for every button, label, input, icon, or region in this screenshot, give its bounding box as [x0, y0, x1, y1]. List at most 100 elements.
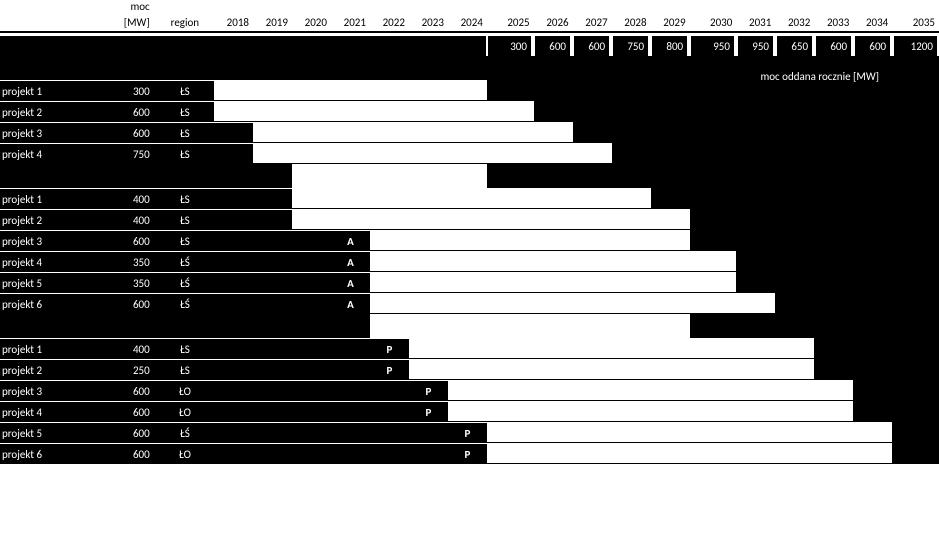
gantt-cell: [253, 443, 292, 464]
gantt-cell: [573, 272, 612, 293]
gantt-marker: A: [331, 230, 370, 251]
gantt-cell: [775, 443, 814, 464]
gantt-cell: [853, 143, 892, 164]
gantt-cell: [573, 122, 612, 143]
gantt-cell: [775, 209, 814, 230]
project-region: ŁŚ: [156, 272, 214, 293]
header-year-2024: 2024: [448, 13, 487, 31]
annual-value-2026: 600: [533, 36, 572, 56]
gantt-cell: [690, 338, 737, 359]
gantt-cell: [448, 188, 487, 209]
gantt-cell: [448, 338, 487, 359]
gantt-cell: [253, 293, 292, 314]
gantt-cell: [370, 251, 409, 272]
project-name: projekt 5: [0, 422, 97, 443]
gantt-cell: [892, 188, 939, 209]
blank: [0, 0, 97, 13]
blank: [534, 0, 573, 13]
blank: [369, 36, 408, 56]
gantt-cell: [331, 443, 370, 464]
project-row: projekt 4750ŁS: [0, 143, 939, 164]
gantt-cell: [534, 188, 573, 209]
blank: [253, 0, 292, 13]
gantt-cell: [370, 209, 409, 230]
header-year-2023: 2023: [409, 13, 448, 31]
gantt-cell: [409, 80, 448, 101]
project-name: projekt 3: [0, 230, 97, 251]
project-region: ŁO: [156, 401, 214, 422]
gantt-cell: [814, 80, 853, 101]
gantt-cell: [853, 251, 892, 272]
gantt-cell: [292, 422, 331, 443]
gantt-cell: [448, 122, 487, 143]
gantt-cell: [892, 209, 939, 230]
gantt-cell: [775, 143, 814, 164]
gantt-cell: [448, 143, 487, 164]
gantt-cell: [736, 359, 775, 380]
gantt-cell: [814, 422, 853, 443]
annual-value-2027: 600: [572, 36, 611, 56]
blank: [448, 0, 487, 13]
gantt-cell: [214, 380, 253, 401]
header-row-2: [MW]region201820192020202120222023202420…: [0, 13, 939, 32]
gantt-cell: [487, 380, 534, 401]
project-region: ŁŚ: [156, 293, 214, 314]
gantt-cell: [651, 443, 690, 464]
gantt-cell: [814, 209, 853, 230]
gantt-cell: [853, 422, 892, 443]
gantt-cell: [331, 401, 370, 422]
gantt-cell: [487, 338, 534, 359]
blank: [612, 0, 651, 13]
gantt-cell: [534, 143, 573, 164]
annual-value-2028: 750: [611, 36, 650, 56]
gantt-cell: [292, 443, 331, 464]
gantt-cell: [409, 359, 448, 380]
gantt-cell: [736, 143, 775, 164]
blank: [97, 36, 155, 56]
gantt-cell: [736, 443, 775, 464]
gantt-cell: [736, 380, 775, 401]
gantt-cell: [651, 338, 690, 359]
gantt-cell: [409, 230, 448, 251]
project-name: projekt 2: [0, 359, 97, 380]
project-region: ŁS: [156, 188, 214, 209]
gantt-cell: [612, 359, 651, 380]
gantt-cell: [534, 251, 573, 272]
gantt-cell: [487, 251, 534, 272]
gantt-marker: P: [409, 401, 448, 422]
gantt-cell: [814, 380, 853, 401]
gantt-cell: [331, 209, 370, 230]
annual-output-row: 3006006007508009509506506006001200: [0, 36, 939, 56]
blank: [447, 36, 486, 56]
gantt-cell: [448, 401, 487, 422]
gantt-marker: P: [370, 359, 409, 380]
project-region: ŁO: [156, 443, 214, 464]
gantt-cell: [448, 101, 487, 122]
gantt-cell: [573, 338, 612, 359]
gantt-cell: [331, 338, 370, 359]
project-row: projekt 3600ŁS: [0, 122, 939, 143]
blank: [370, 0, 409, 13]
header-year-2021: 2021: [331, 13, 370, 31]
section-gap: [0, 164, 939, 188]
gantt-cell: [892, 143, 939, 164]
project-name: projekt 3: [0, 122, 97, 143]
gantt-cell: [573, 359, 612, 380]
gantt-cell: [253, 401, 292, 422]
project-name: projekt 1: [0, 188, 97, 209]
project-region: ŁS: [156, 338, 214, 359]
gantt-cell: [292, 122, 331, 143]
gantt-cell: [612, 272, 651, 293]
gantt-cell: [292, 380, 331, 401]
gantt-cell: [214, 80, 253, 101]
gantt-cell: [370, 272, 409, 293]
gantt-cell: [690, 251, 737, 272]
gantt-cell: [690, 209, 737, 230]
gantt-cell: [370, 422, 409, 443]
gantt-cell: [814, 101, 853, 122]
gantt-cell: [690, 401, 737, 422]
gantt-cell: [853, 209, 892, 230]
gantt-cell: [534, 122, 573, 143]
gantt-marker: P: [448, 443, 487, 464]
project-mw: 300: [97, 80, 155, 101]
